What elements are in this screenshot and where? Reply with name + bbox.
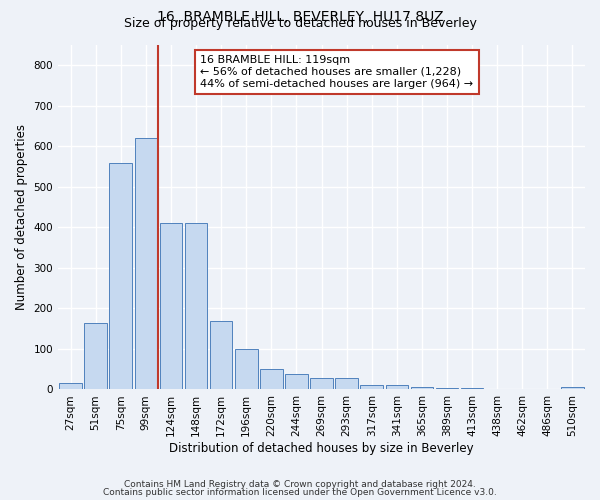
Bar	[361, 384, 383, 390]
Bar	[461, 388, 484, 390]
Bar	[561, 388, 584, 390]
Bar	[410, 388, 433, 390]
Y-axis label: Number of detached properties: Number of detached properties	[15, 124, 28, 310]
Text: Contains HM Land Registry data © Crown copyright and database right 2024.: Contains HM Land Registry data © Crown c…	[124, 480, 476, 489]
Bar	[85, 322, 107, 390]
Bar	[109, 162, 132, 390]
Bar	[260, 369, 283, 390]
Text: 16, BRAMBLE HILL, BEVERLEY, HU17 8UZ: 16, BRAMBLE HILL, BEVERLEY, HU17 8UZ	[157, 10, 443, 24]
Bar	[59, 384, 82, 390]
Bar	[285, 374, 308, 390]
Bar	[160, 224, 182, 390]
Text: 16 BRAMBLE HILL: 119sqm
← 56% of detached houses are smaller (1,228)
44% of semi: 16 BRAMBLE HILL: 119sqm ← 56% of detache…	[200, 56, 473, 88]
Bar	[386, 386, 408, 390]
Bar	[185, 224, 208, 390]
Bar	[134, 138, 157, 390]
Bar	[436, 388, 458, 390]
X-axis label: Distribution of detached houses by size in Beverley: Distribution of detached houses by size …	[169, 442, 474, 455]
Text: Size of property relative to detached houses in Beverley: Size of property relative to detached ho…	[124, 18, 476, 30]
Bar	[335, 378, 358, 390]
Bar	[310, 378, 333, 390]
Bar	[210, 320, 232, 390]
Text: Contains public sector information licensed under the Open Government Licence v3: Contains public sector information licen…	[103, 488, 497, 497]
Bar	[235, 349, 257, 390]
